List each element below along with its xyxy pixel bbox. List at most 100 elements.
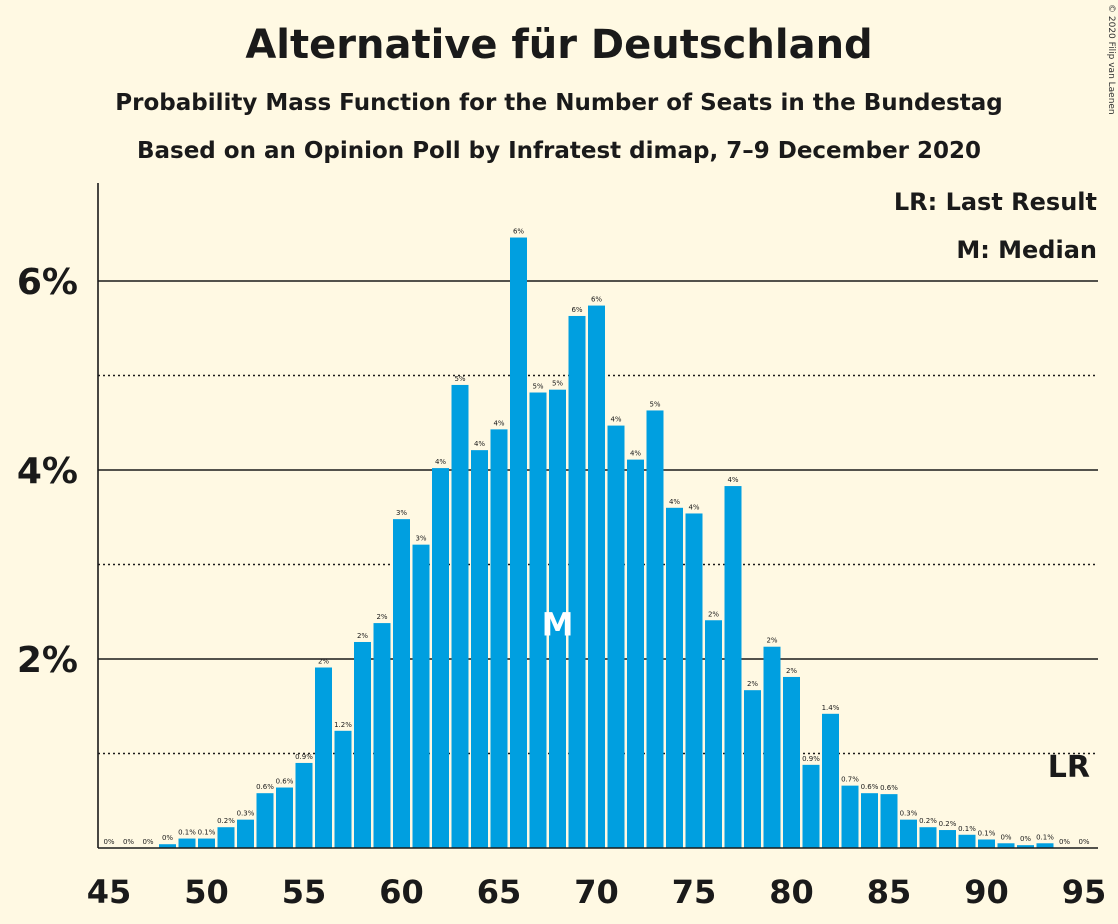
bar-seat-72 bbox=[627, 459, 644, 848]
x-tick-label: 50 bbox=[184, 873, 229, 911]
bar-seat-65 bbox=[490, 429, 508, 848]
x-tick-label: 85 bbox=[867, 873, 912, 911]
bar-value-label: 0.1% bbox=[958, 825, 976, 833]
bar-value-label: 6% bbox=[513, 228, 524, 236]
x-tick-label: 90 bbox=[964, 873, 1009, 911]
bar-value-label: 0% bbox=[103, 838, 114, 846]
bar-seat-52 bbox=[237, 819, 254, 848]
bar-seat-79 bbox=[763, 646, 781, 848]
legend-median: M: Median bbox=[956, 236, 1097, 264]
bar-seat-74 bbox=[666, 507, 683, 848]
bar-value-label: 0.9% bbox=[802, 755, 820, 763]
bar-value-label: 0% bbox=[1059, 838, 1070, 846]
bar-value-label: 0.6% bbox=[880, 784, 898, 792]
bar-seat-60 bbox=[393, 519, 410, 848]
bar-value-label: 0% bbox=[142, 838, 153, 846]
bar-value-label: 0% bbox=[1000, 833, 1011, 841]
y-tick-label: 2% bbox=[17, 640, 78, 681]
x-tick-label: 80 bbox=[769, 873, 814, 911]
bar-value-label: 0.1% bbox=[1036, 833, 1054, 841]
bar-value-label: 4% bbox=[669, 498, 680, 506]
bar-value-label: 0.1% bbox=[978, 829, 996, 837]
bar-value-label: 4% bbox=[610, 416, 621, 424]
x-tick-label: 65 bbox=[477, 873, 522, 911]
bar-value-label: 0.1% bbox=[198, 829, 216, 837]
bar-seat-84 bbox=[861, 793, 878, 848]
bar-seat-59 bbox=[373, 623, 391, 848]
bar-seat-50 bbox=[198, 838, 215, 848]
bar-value-label: 4% bbox=[474, 440, 485, 448]
bar-seat-75 bbox=[685, 513, 703, 848]
bar-seat-68 bbox=[549, 389, 566, 848]
bar-seat-51 bbox=[217, 827, 235, 848]
bar-value-label: 1.4% bbox=[822, 704, 840, 712]
chart-subtitle-poll: Based on an Opinion Poll by Infratest di… bbox=[136, 138, 982, 164]
bar-value-label: 2% bbox=[747, 680, 758, 688]
x-tick-label: 95 bbox=[1062, 873, 1107, 911]
bar-value-label: 0.2% bbox=[919, 817, 937, 825]
bar-value-label: 4% bbox=[630, 450, 641, 458]
y-tick-label: 4% bbox=[17, 451, 78, 492]
bar-seat-88 bbox=[939, 830, 956, 848]
bar-seat-90 bbox=[978, 839, 995, 848]
bar-seat-55 bbox=[295, 762, 313, 848]
bar-seat-57 bbox=[334, 730, 352, 848]
bar-value-label: 5% bbox=[552, 380, 563, 388]
bar-seat-48 bbox=[159, 844, 176, 848]
bar-value-label: 0% bbox=[1020, 835, 1031, 843]
bar-value-label: 0.9% bbox=[295, 753, 313, 761]
bar-value-label: 2% bbox=[376, 613, 387, 621]
bar-value-label: 2% bbox=[786, 667, 797, 675]
bar-seat-61 bbox=[412, 544, 430, 848]
bar-value-label: 4% bbox=[493, 419, 504, 427]
bar-seat-86 bbox=[900, 819, 917, 848]
bar-seat-91 bbox=[997, 843, 1015, 848]
bar-value-label: 1.2% bbox=[334, 721, 352, 729]
bar-seat-64 bbox=[471, 450, 488, 848]
bar-value-label: 0.6% bbox=[861, 783, 879, 791]
bar-seat-62 bbox=[432, 468, 449, 848]
bar-seat-71 bbox=[607, 425, 625, 848]
bar-value-label: 0.2% bbox=[217, 817, 235, 825]
bar-value-label: 0.6% bbox=[276, 778, 294, 786]
median-marker: M bbox=[542, 605, 574, 643]
bar-value-label: 2% bbox=[766, 637, 777, 645]
bar-value-label: 0% bbox=[1078, 838, 1089, 846]
last-result-marker: LR bbox=[1048, 750, 1090, 785]
x-tick-label: 55 bbox=[282, 873, 327, 911]
bar-seat-85 bbox=[880, 794, 898, 848]
bar-value-label: 6% bbox=[571, 306, 582, 314]
bar-seat-69 bbox=[568, 315, 586, 849]
bar-seat-77 bbox=[724, 486, 742, 848]
bar-value-label: 0.6% bbox=[256, 783, 274, 791]
x-tick-label: 60 bbox=[379, 873, 424, 911]
bar-value-label: 0.2% bbox=[939, 820, 957, 828]
bar-value-label: 2% bbox=[357, 632, 368, 640]
bar-seat-67 bbox=[529, 392, 547, 848]
bar-seat-92 bbox=[1017, 845, 1034, 848]
bar-value-label: 5% bbox=[649, 400, 660, 408]
bar-seat-56 bbox=[315, 667, 332, 848]
bar-seat-70 bbox=[588, 305, 605, 848]
x-tick-label: 75 bbox=[672, 873, 717, 911]
x-tick-label: 45 bbox=[87, 873, 132, 911]
bar-seat-93 bbox=[1036, 843, 1054, 848]
chart-subtitle: Probability Mass Function for the Number… bbox=[115, 90, 1003, 116]
bar-value-label: 5% bbox=[454, 375, 465, 383]
bar-value-label: 2% bbox=[318, 658, 329, 666]
bar-seat-73 bbox=[646, 410, 664, 848]
bar-seat-83 bbox=[841, 785, 859, 848]
bar-value-label: 0.7% bbox=[841, 776, 859, 784]
bar-value-label: 0.3% bbox=[237, 810, 255, 818]
bar-value-label: 5% bbox=[532, 383, 543, 391]
bar-value-label: 6% bbox=[591, 296, 602, 304]
bar-seat-89 bbox=[958, 834, 976, 848]
bar-value-label: 0.1% bbox=[178, 829, 196, 837]
x-tick-label: 70 bbox=[574, 873, 619, 911]
bar-seat-76 bbox=[705, 620, 722, 848]
bar-seat-81 bbox=[802, 764, 820, 848]
bar-seat-54 bbox=[276, 787, 293, 848]
bar-seat-49 bbox=[178, 838, 196, 848]
